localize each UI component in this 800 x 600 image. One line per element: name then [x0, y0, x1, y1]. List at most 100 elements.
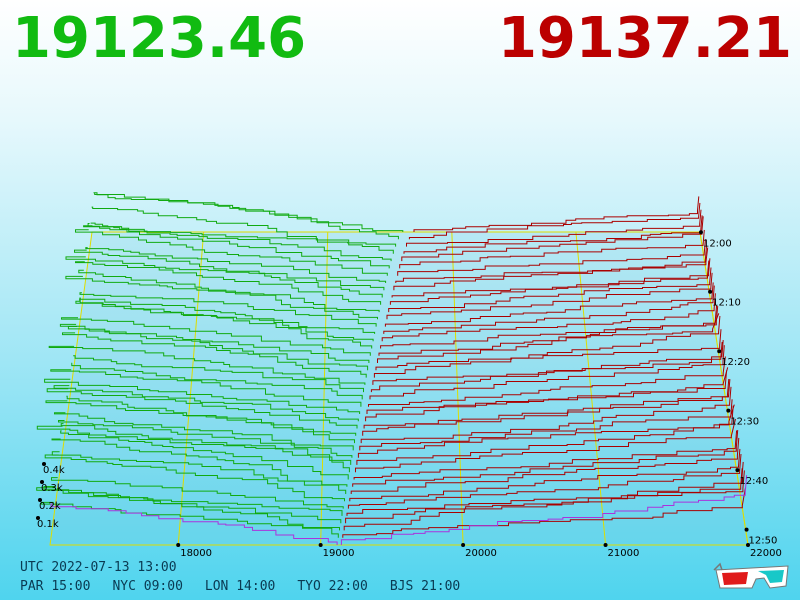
ask-depth-line: [393, 247, 709, 291]
bid-depth-line: [74, 249, 385, 291]
ask-depth-line: [350, 437, 740, 494]
x-tick-label: 20000: [465, 548, 497, 559]
ask-depth-line: [357, 405, 734, 458]
bid-depth-line: [73, 355, 364, 393]
bid-depth-line: [59, 323, 369, 371]
time-tick-marker: [744, 527, 749, 532]
volume-tick-marker: [40, 480, 44, 484]
bid-depth-line: [51, 477, 344, 509]
ask-depth-line: [401, 216, 704, 262]
utc-value: 2022-07-13 13:00: [51, 560, 177, 575]
x-tick-marker: [176, 543, 181, 547]
ask-depth-line: [375, 315, 721, 371]
3d-glasses-icon[interactable]: [712, 560, 792, 592]
ask-depth-line: [383, 285, 715, 334]
timezone-line: PAR 15:00 NYC 09:00 LON 14:00 TYO 22:00 BJS …: [20, 579, 482, 594]
bid-depth-line: [51, 451, 347, 494]
grid-line-price: [575, 231, 607, 546]
bid-depth-line: [90, 222, 392, 262]
ask-depth-line: [343, 470, 745, 531]
timezone-par: PAR 15:00: [20, 579, 91, 594]
grid-frame: [49, 231, 749, 546]
bid-depth-line: [43, 486, 340, 531]
bid-depth-line: [93, 192, 399, 240]
x-tick-marker: [318, 543, 323, 547]
time-tick-marker: [726, 408, 731, 413]
ask-depth-line: [369, 345, 725, 400]
bid-depth-line: [65, 275, 378, 320]
timezone-tyo: TYO 22:00: [297, 579, 368, 594]
time-tick-marker: [717, 349, 722, 354]
volume-tick-label: 0.1k: [37, 519, 59, 530]
volume-tick-label: 0.4k: [43, 465, 65, 476]
bid-depth-line: [36, 425, 350, 473]
ask-depth-line: [377, 313, 720, 363]
ask-depth-line: [386, 272, 713, 320]
ask-depth-line: [347, 453, 742, 509]
bid-depth-line: [79, 299, 373, 349]
ask-depth-line: [370, 340, 724, 393]
volume-tick-label: 0.3k: [41, 483, 63, 494]
chart-labels: 18000 19000 20000 21000 22000 0.1k 0.2k 0.3k 0.4…: [36, 230, 782, 559]
ask-depth-line: [378, 306, 719, 356]
bid-depth-line: [79, 292, 377, 327]
bid-depth-line: [87, 223, 390, 269]
utc-label: UTC: [20, 560, 44, 575]
x-tick-label: 18000: [180, 548, 212, 559]
bid-depth-line: [44, 454, 345, 502]
x-tick-label: 21000: [608, 548, 640, 559]
time-tick-label: 12:10: [712, 298, 741, 309]
time-tick-label: 12:40: [739, 476, 768, 487]
bid-depth-line: [53, 385, 359, 422]
timezone-bjs: BJS 21:00: [389, 579, 461, 594]
bid-depth-line: [85, 247, 387, 283]
bid-depth-line: [60, 423, 352, 465]
bid-depth-line: [40, 501, 339, 538]
x-tick-label: 22000: [750, 548, 782, 559]
x-tick-marker: [461, 543, 466, 547]
bid-depth-line: [48, 345, 366, 385]
ask-depth-line: [356, 404, 735, 465]
ask-depth-line: [399, 229, 705, 269]
bid-depth-line: [60, 430, 349, 480]
ask-depth-line: [352, 430, 739, 487]
bid-depth-line: [65, 256, 383, 298]
ask-depth-line: [349, 448, 741, 502]
ask-depth-line: [381, 293, 716, 342]
volume-tick-marker: [42, 462, 46, 466]
chart-grid: [49, 231, 749, 546]
grid-line-price: [177, 231, 205, 546]
bid-depth-line: [62, 332, 367, 378]
bid-depth-line: [75, 229, 388, 276]
time-tick-label: 12:50: [749, 536, 778, 547]
ask-depth-line: [384, 282, 714, 327]
ask-depth-line: [413, 196, 700, 232]
ask-depth-line: [408, 202, 701, 240]
ask-depth-line: [373, 329, 722, 378]
bid-depth-line: [61, 317, 371, 356]
ask-depth-line: [372, 341, 723, 385]
bid-price: 19123.46: [12, 6, 307, 71]
bid-depth-line: [46, 388, 358, 429]
bid-depth-line: [51, 438, 348, 487]
bid-depth-line: [36, 487, 342, 524]
bid-depth-line: [79, 297, 376, 334]
x-tick-marker: [603, 543, 608, 547]
x-tick-marker: [746, 543, 750, 547]
ask-price: 19137.21: [497, 6, 792, 71]
bid-depth-line: [83, 225, 397, 247]
bid-depth-line: [94, 192, 404, 232]
ask-depth-line: [388, 267, 712, 313]
time-tick-marker: [708, 289, 713, 294]
ask-depth-line: [353, 430, 738, 480]
timezone-lon: LON 14:00: [204, 579, 276, 594]
bid-depth-line: [71, 362, 363, 400]
time-tick-label: 12:20: [721, 357, 750, 368]
time-tick-marker: [735, 468, 740, 473]
volume-tick-label: 0.2k: [39, 501, 61, 512]
ask-depth-line: [360, 386, 732, 444]
bid-depth-line: [50, 369, 362, 407]
ask-depth-line: [355, 418, 736, 473]
bid-depth-line: [58, 420, 353, 458]
